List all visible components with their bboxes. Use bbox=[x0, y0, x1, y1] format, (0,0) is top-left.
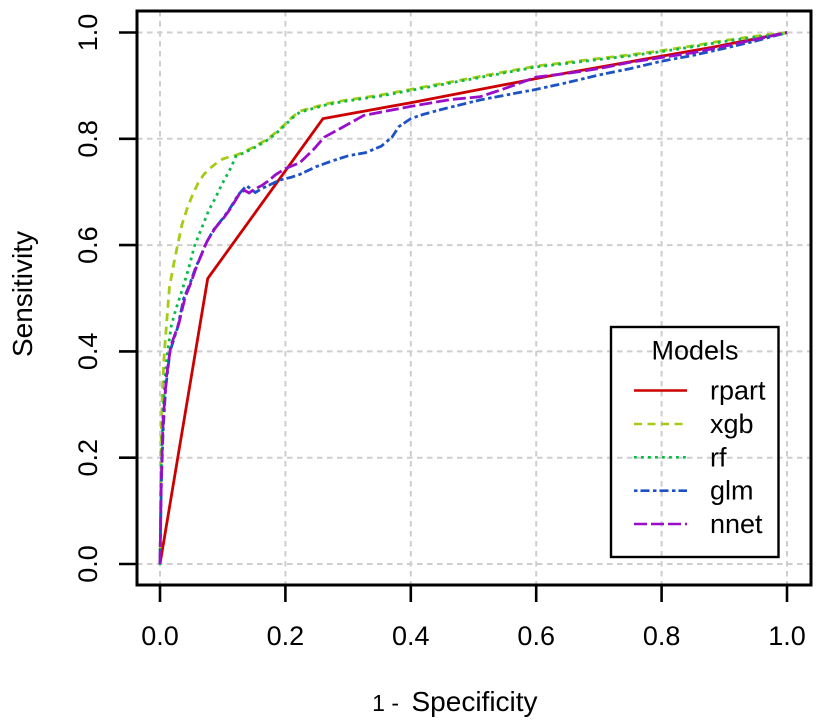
svg-text:0.4: 0.4 bbox=[392, 621, 430, 651]
svg-text:0.0: 0.0 bbox=[73, 545, 103, 583]
svg-text:Models: Models bbox=[651, 336, 738, 366]
svg-text:1 -: 1 - bbox=[372, 690, 399, 716]
svg-text:0.6: 0.6 bbox=[73, 226, 103, 264]
svg-text:0.2: 0.2 bbox=[267, 621, 305, 651]
svg-text:Sensitivity: Sensitivity bbox=[7, 231, 38, 357]
svg-text:0.2: 0.2 bbox=[73, 439, 103, 477]
svg-text:1.0: 1.0 bbox=[73, 14, 103, 52]
svg-text:glm: glm bbox=[710, 476, 754, 506]
svg-text:nnet: nnet bbox=[710, 509, 763, 539]
svg-text:Specificity: Specificity bbox=[412, 686, 538, 717]
svg-text:rpart: rpart bbox=[710, 376, 766, 406]
svg-text:1.0: 1.0 bbox=[768, 621, 806, 651]
svg-text:0.6: 0.6 bbox=[517, 621, 555, 651]
svg-text:xgb: xgb bbox=[710, 409, 754, 439]
svg-text:0.4: 0.4 bbox=[73, 333, 103, 371]
svg-text:0.8: 0.8 bbox=[73, 120, 103, 158]
svg-text:0.0: 0.0 bbox=[141, 621, 179, 651]
svg-text:rf: rf bbox=[710, 442, 727, 472]
svg-text:0.8: 0.8 bbox=[643, 621, 681, 651]
